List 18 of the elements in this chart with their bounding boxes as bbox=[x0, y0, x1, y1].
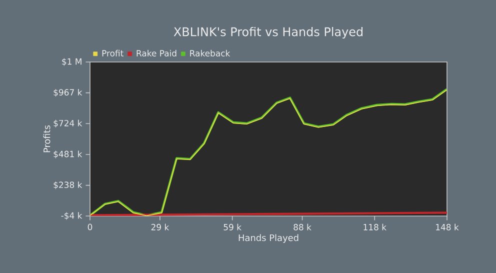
y-axis-title: Profits bbox=[43, 125, 50, 152]
y-tick-label: $967 k bbox=[54, 88, 82, 97]
y-tick-label: $481 k bbox=[54, 150, 82, 158]
legend-label: Rake Paid bbox=[136, 50, 176, 56]
chart-title: XBLINK's Profit vs Hands Played bbox=[174, 26, 362, 39]
x-tick-label: 148 k bbox=[436, 224, 459, 230]
x-tick-label: 88 k bbox=[294, 224, 312, 230]
y-tick-label: $1 M bbox=[62, 58, 82, 66]
x-tick-label: 118 k bbox=[364, 224, 386, 230]
x-axis-title: Hands Played bbox=[238, 234, 298, 243]
y-tick-label: -$4 k bbox=[61, 212, 82, 220]
x-tick-label: 29 k bbox=[151, 224, 170, 230]
y-tick-label: $238 k bbox=[54, 181, 82, 190]
legend-label: Profit bbox=[102, 50, 124, 56]
y-tick-label: $724 k bbox=[54, 120, 82, 128]
x-tick-label: 0 bbox=[88, 224, 92, 230]
x-tick-label: 59 k bbox=[224, 224, 242, 230]
legend-label: Rakeback bbox=[190, 50, 230, 56]
